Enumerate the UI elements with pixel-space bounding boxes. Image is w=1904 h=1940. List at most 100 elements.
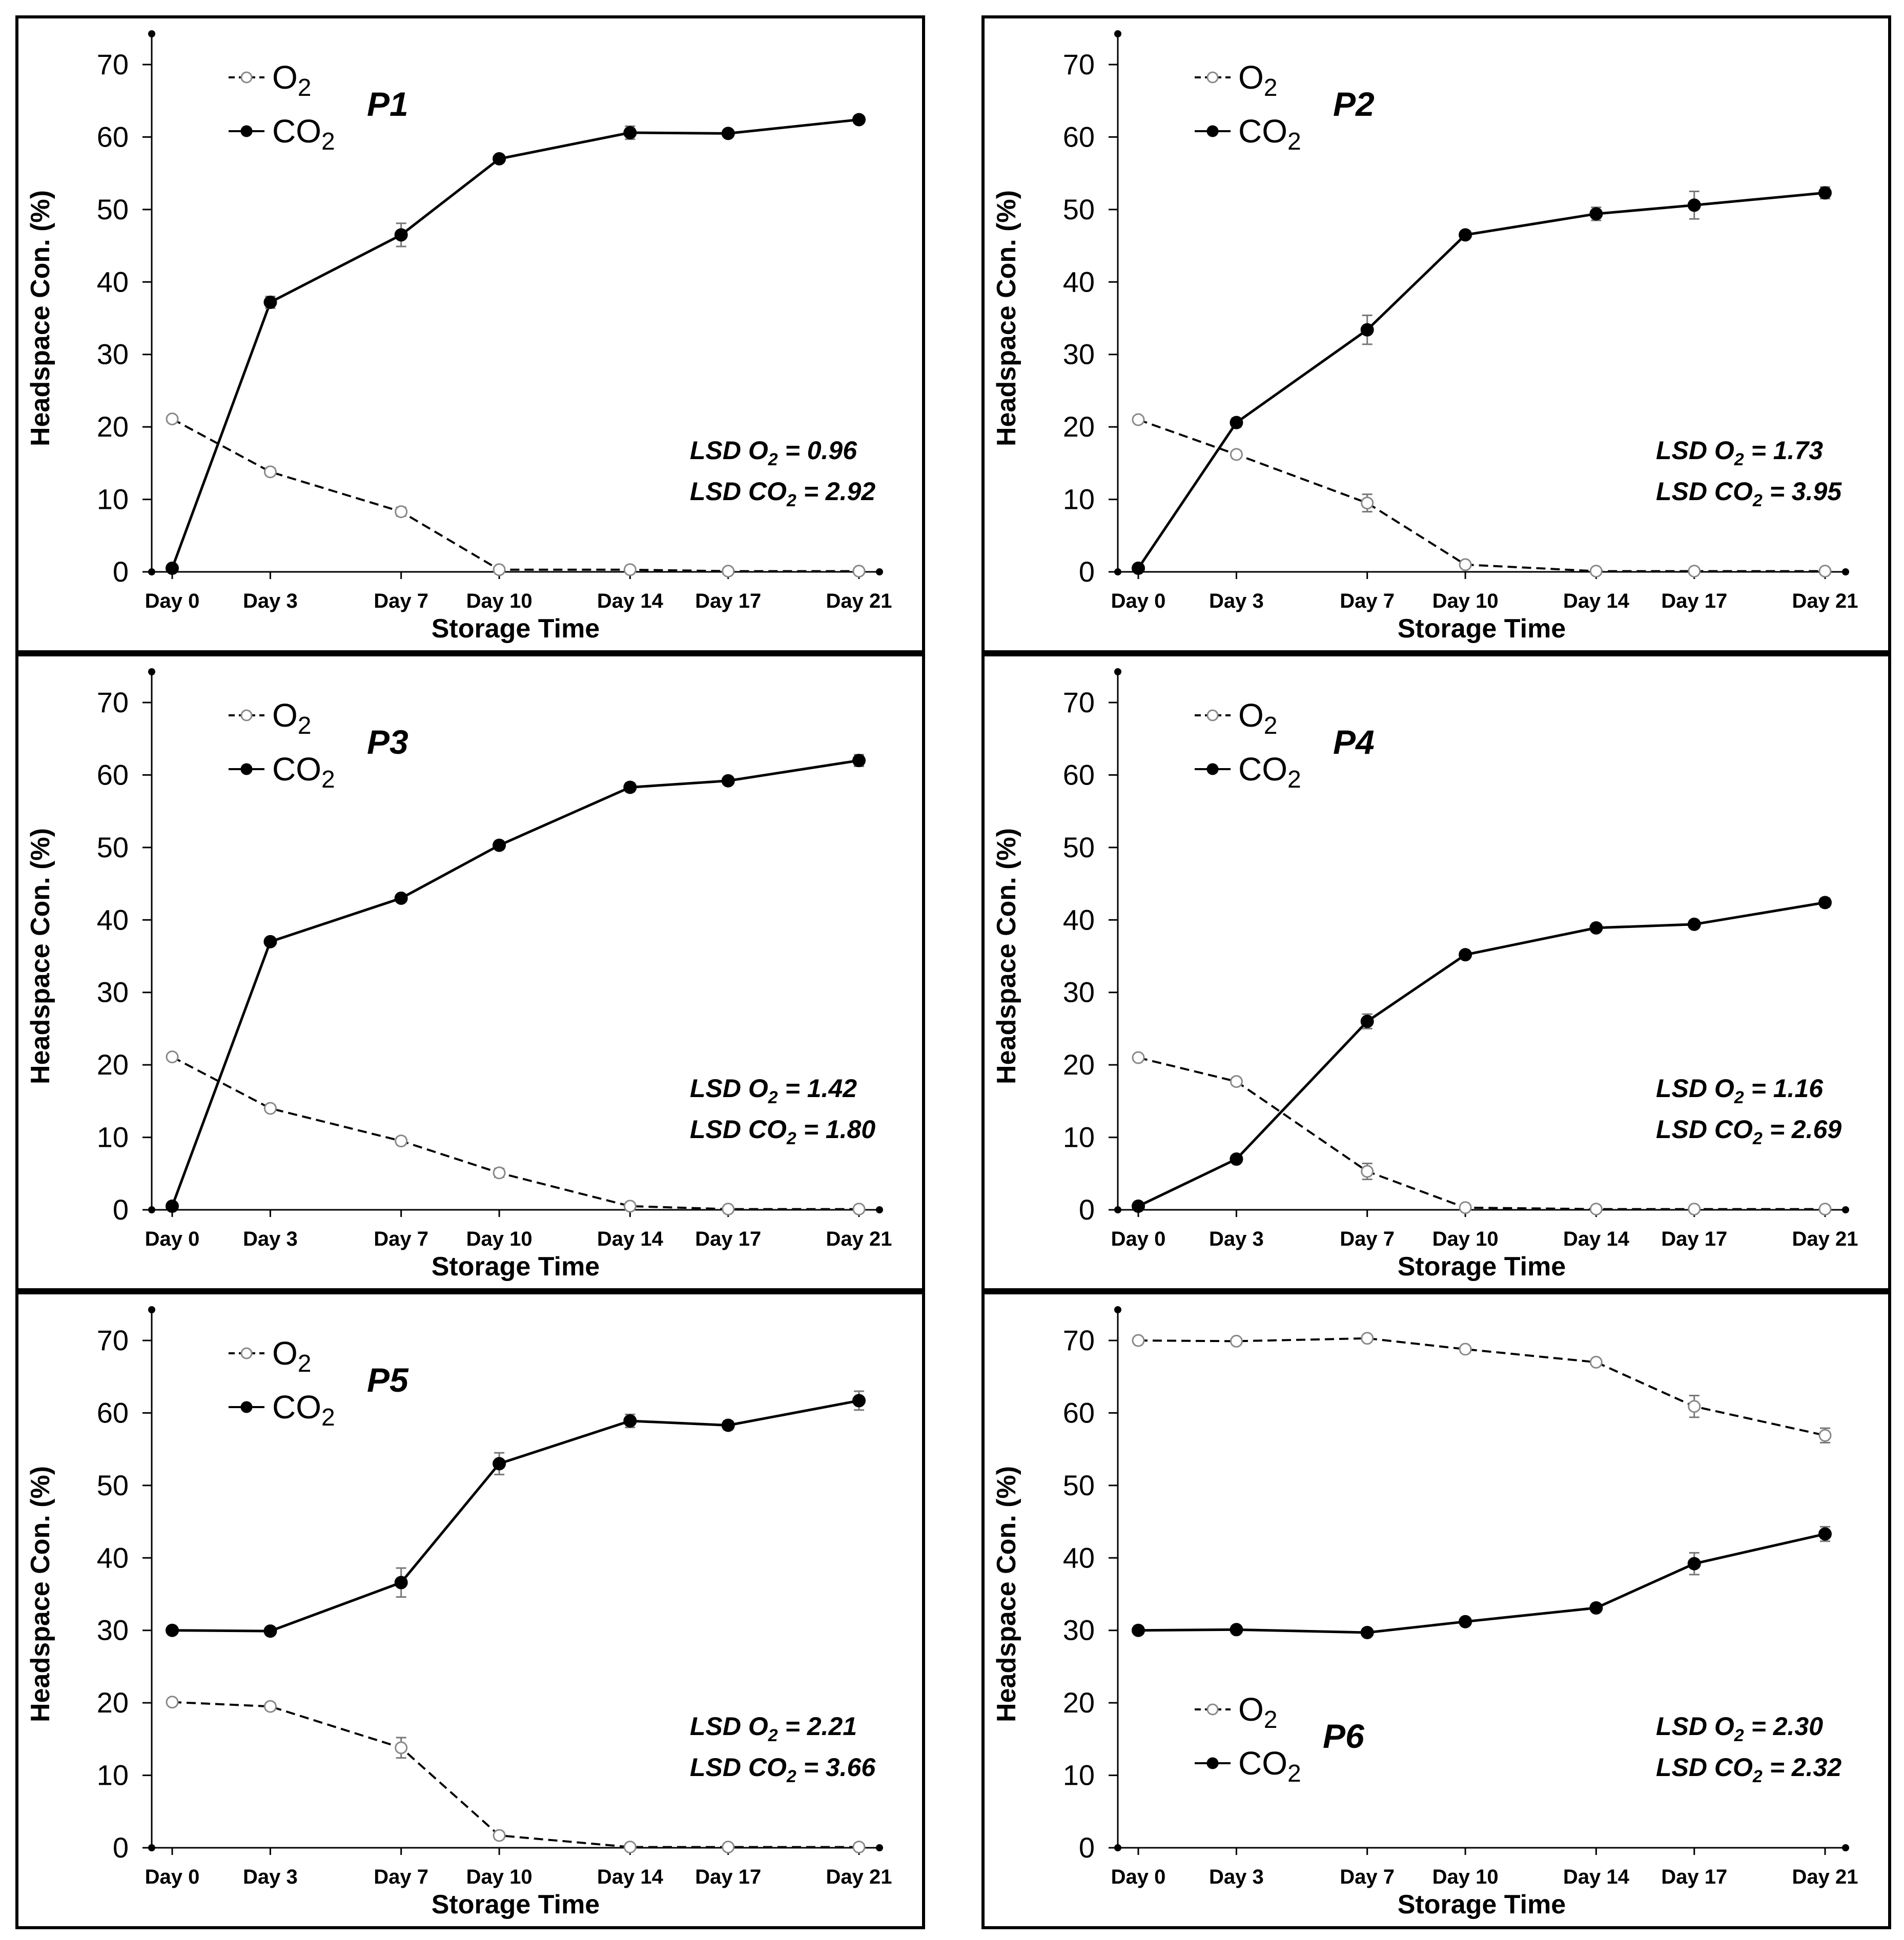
- x-tick-label: Day 21: [826, 590, 892, 612]
- co2-data-point: [1459, 228, 1472, 242]
- legend-co2-marker: [240, 125, 253, 137]
- co2-series-line: [1137, 191, 1826, 569]
- y-tick-label: 70: [1063, 48, 1095, 80]
- legend-o2-marker: [240, 71, 253, 84]
- x-tick-label: Day 0: [1111, 1228, 1166, 1250]
- x-tick-label: Day 3: [243, 1228, 298, 1250]
- co2-series-line: [172, 1399, 859, 1633]
- o2-data-point: [1459, 558, 1472, 571]
- legend-o2-label: O2: [272, 1335, 311, 1377]
- x-tick-label: Day 0: [145, 1228, 200, 1250]
- x-tick-label: Day 14: [1563, 1228, 1630, 1250]
- chart-svg-p1: 0 10 20 30 40 50 60 70 Day 0 Day 3 Day 7 Day 10 Day …: [26, 30, 892, 644]
- y-tick-label: 50: [1063, 831, 1095, 863]
- x-tick-label: Day 0: [1111, 1866, 1166, 1888]
- o2-data-point: [1818, 565, 1832, 578]
- chart-panel-p3: 0 10 20 30 40 50 60 70 Day 0 Day 3 Day 7 Day 10 Day …: [15, 653, 925, 1291]
- x-tick-label: Day 3: [243, 1866, 298, 1888]
- co2-data-point: [1818, 896, 1832, 910]
- legend-co2-label: CO2: [272, 1389, 335, 1431]
- co2-data-point: [1589, 921, 1603, 935]
- co2-data-point: [1459, 948, 1472, 962]
- y-tick-label: 20: [97, 410, 129, 443]
- legend-o2-marker: [1206, 71, 1219, 84]
- co2-data-point: [721, 127, 735, 140]
- o2-data-point: [493, 563, 506, 576]
- co2-data-point: [1360, 1015, 1374, 1028]
- y-tick-label: 60: [1063, 1396, 1095, 1429]
- y-tick-label: 60: [97, 120, 129, 153]
- legend-o2-marker: [240, 709, 253, 721]
- legend-o2-label: O2: [272, 697, 311, 739]
- y-tick-label: 50: [1063, 193, 1095, 225]
- x-axis-end-dot: [1842, 1844, 1849, 1851]
- lsd-annotation: LSD CO2 = 2.92: [690, 477, 875, 510]
- co2-data-point: [623, 126, 637, 139]
- y-axis-title: Headspace Con. (%): [992, 190, 1021, 446]
- o2-data-point: [395, 1134, 408, 1148]
- legend-o2-label: O2: [1238, 697, 1277, 739]
- o2-data-point: [263, 1700, 277, 1713]
- lsd-annotation: LSD CO2 = 3.95: [1656, 477, 1842, 510]
- y-tick-label: 20: [1063, 1048, 1095, 1081]
- lsd-annotation: LSD O2 = 1.73: [1656, 436, 1823, 469]
- o2-data-point: [166, 1050, 179, 1064]
- o2-data-point: [1818, 1429, 1832, 1442]
- y-tick-label: 0: [113, 555, 129, 588]
- x-tick-label: Day 3: [1209, 1228, 1264, 1250]
- o2-data-point: [1459, 1343, 1472, 1356]
- co2-data-point: [1589, 207, 1603, 221]
- x-tick-label: Day 0: [145, 590, 200, 612]
- o2-data-point: [395, 1741, 408, 1755]
- y-tick-label: 20: [97, 1686, 129, 1719]
- y-tick-label: 0: [1079, 1831, 1095, 1864]
- x-axis-end-dot: [876, 1206, 883, 1213]
- legend-o2-label: O2: [1238, 1691, 1277, 1733]
- y-tick-label: 30: [97, 976, 129, 1008]
- chart-panel-p1: 0 10 20 30 40 50 60 70 Day 0 Day 3 Day 7 Day 10 Day …: [15, 15, 925, 653]
- co2-data-point: [166, 1623, 179, 1637]
- x-tick-label: Day 14: [597, 1866, 664, 1888]
- chart-panel-p2: 0 10 20 30 40 50 60 70 Day 0 Day 3 Day 7 Day 10 Day …: [981, 15, 1891, 653]
- co2-data-point: [166, 561, 179, 575]
- x-tick-label: Day 17: [1661, 1866, 1727, 1888]
- co2-data-point: [394, 1576, 408, 1590]
- y-tick-label: 40: [1063, 903, 1095, 936]
- y-axis-end-dot: [1114, 30, 1121, 37]
- legend-co2-marker: [240, 1401, 253, 1413]
- x-tick-label: Day 0: [145, 1866, 200, 1888]
- x-axis-title: Storage Time: [1398, 1890, 1566, 1920]
- y-axis-end-dot: [1114, 1306, 1121, 1313]
- x-tick-label: Day 17: [695, 1866, 761, 1888]
- panel-label: P5: [367, 1361, 409, 1399]
- x-tick-label: Day 14: [1563, 1866, 1630, 1888]
- x-tick-label: Day 7: [374, 590, 428, 612]
- y-tick-label: 30: [97, 1614, 129, 1646]
- legend-co2-label: CO2: [1238, 1745, 1301, 1787]
- legend-co2-label: CO2: [1238, 751, 1301, 793]
- x-tick-label: Day 7: [1340, 590, 1395, 612]
- y-tick-label: 0: [113, 1831, 129, 1864]
- o2-data-point: [166, 1696, 179, 1709]
- y-axis-title: Headspace Con. (%): [992, 1466, 1021, 1722]
- y-tick-label: 10: [97, 1121, 129, 1153]
- co2-series-line: [1138, 1533, 1826, 1634]
- legend-co2-label: CO2: [272, 751, 335, 793]
- co2-data-point: [1687, 917, 1701, 931]
- o2-data-point: [493, 1829, 506, 1842]
- y-tick-label: 10: [97, 483, 129, 515]
- y-axis-title: Headspace Con. (%): [26, 190, 55, 446]
- lsd-annotation: LSD O2 = 1.16: [1656, 1074, 1824, 1107]
- y-tick-label: 40: [1063, 1541, 1095, 1574]
- lsd-annotation: LSD CO2 = 2.32: [1656, 1753, 1841, 1786]
- x-axis-title: Storage Time: [432, 1252, 600, 1282]
- y-tick-label: 20: [1063, 1686, 1095, 1719]
- x-tick-label: Day 21: [1792, 590, 1858, 612]
- o2-data-point: [1361, 1332, 1374, 1345]
- panel-label: P3: [367, 723, 408, 761]
- legend-co2-marker: [1206, 763, 1219, 775]
- x-tick-label: Day 10: [466, 590, 533, 612]
- y-tick-label: 60: [97, 758, 129, 791]
- y-tick-label: 0: [113, 1193, 129, 1226]
- y-tick-label: 40: [97, 265, 129, 298]
